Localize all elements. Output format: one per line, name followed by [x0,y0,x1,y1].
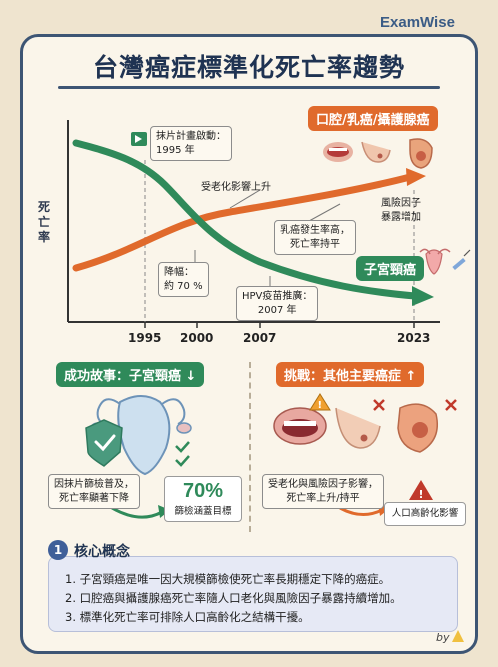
arrow-right-icon [135,135,142,143]
series-line-cervical [72,139,419,300]
warning-icon-2: ! [409,480,433,501]
success-stat-label: 篩檢涵蓋目標 [174,506,232,517]
legend-other-cancers: 口腔/乳癌/攝護腺癌 [308,106,438,131]
core-item-3: 3. 標準化死亡率可排除人口高齡化之結構干擾。 [65,610,310,624]
connector-aging [229,189,261,209]
success-arrow [111,506,163,519]
success-heading: 成功故事：子宮頸癌 ↓ [56,362,205,387]
uterus-small-icon [419,248,451,275]
svg-text:!: ! [318,400,323,411]
note-aging-rise: 受老化影響上升 [201,182,271,193]
prostate-icon [409,138,433,169]
x-tick-label-1995: 1995 [128,331,162,345]
section-divider [249,362,251,532]
x-tick-label-2007: 2007 [243,331,277,345]
prostate-large-icon [397,403,438,453]
success-stat-value: 70% [182,480,224,502]
challenge-note: 受老化與風險因子影響， 死亡率上升/持平 [262,474,384,509]
warning-icon-1: ! [309,393,331,411]
mascot-icon [452,630,464,642]
x-tick-label-2023: 2023 [397,331,431,345]
x-tick-label-2000: 2000 [180,331,214,345]
page-title: 台灣癌症標準化死亡率趨勢 [92,53,405,82]
series-arrow-cervical [412,286,434,306]
mouth-large-icon [273,407,327,445]
success-stat-card: 70% 篩檢涵蓋目標 [164,476,242,522]
x-mark-icon-1 [373,399,385,411]
note-drop: 降幅： 約 70 % [158,262,209,297]
poster-frame [20,34,478,654]
shield-check-icon [85,419,123,467]
success-note: 因抹片篩檢普及， 死亡率顯著下降 [48,474,140,509]
core-number-badge: 1 [48,540,68,560]
core-item-1: 1. 子宮頸癌是唯一因大規模篩檢使死亡率長期穩定下降的癌症。 [65,572,391,586]
breast-large-icon [335,407,381,449]
checkmark-icons [175,441,190,467]
title-underline [58,86,440,89]
challenge-aging-box: 人口高齡化影響 [384,502,466,526]
mouth-icon [323,142,353,162]
note-breast: 乳癌發生率高， 死亡率持平 [274,220,356,255]
brand-logo: ExamWise [380,14,455,31]
note-screening-start: 抹片計畫啟動： 1995 年 [150,126,232,161]
note-hpv: HPV疫苗推廣： 2007 年 [236,286,319,321]
byline: by [436,631,450,644]
y-axis-label: 死亡率 [37,200,50,244]
svg-text:!: ! [419,488,424,501]
core-item-2: 2. 口腔癌與攝護腺癌死亡率隨人口老化與風險因子暴露持續增加。 [65,591,402,605]
series-arrow-other-cancers [406,168,426,186]
challenge-heading: 挑戰：其他主要癌症 ↑ [276,362,425,387]
note-risk-factors: 風險因子 暴露增加 [381,198,421,223]
breast-icon [361,141,391,163]
x-mark-icon-2 [445,399,457,411]
core-concepts-box: 1. 子宮頸癌是唯一因大規模篩檢使死亡率長期穩定下降的癌症。 2. 口腔癌與攝護… [48,556,458,632]
challenge-arrow [339,506,383,516]
vaccine-syringe-icon [452,249,471,271]
legend-cervical: 子宮頸癌 [356,256,425,281]
core-title: 核心概念 [74,544,130,560]
series-line-other-cancers [72,173,414,272]
